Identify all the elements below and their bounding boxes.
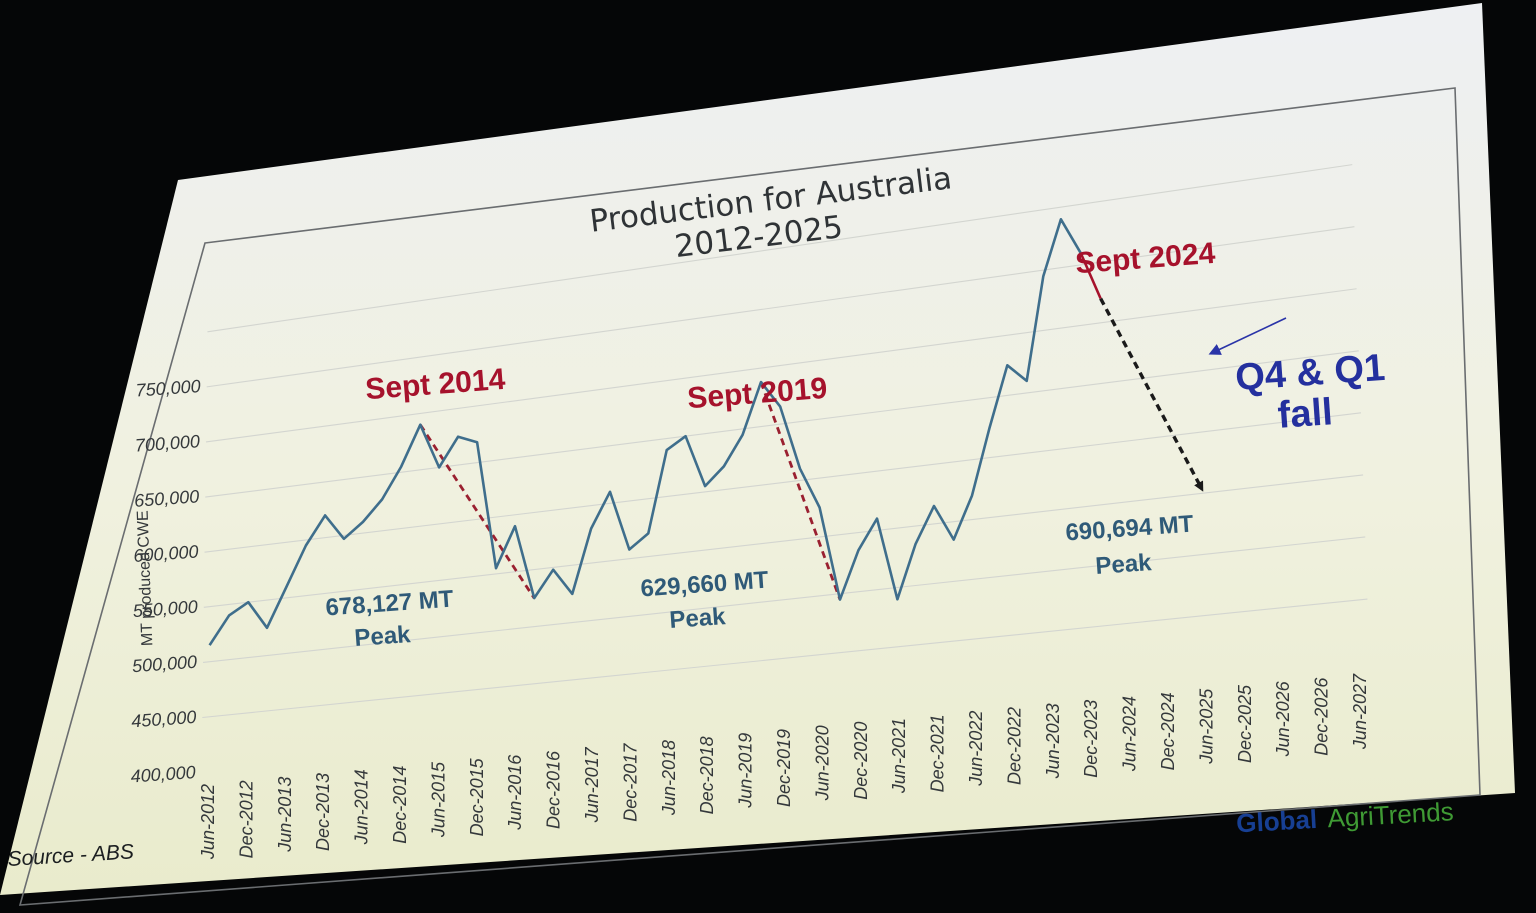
y-axis-title: MT produced CWE <box>135 510 157 646</box>
svg-text:Global AgriTrends: Global AgriTrends <box>1235 796 1454 838</box>
peak-2014-label: Peak <box>354 621 412 652</box>
x-tick-label: Dec-2015 <box>467 757 487 836</box>
gridline <box>203 536 1366 663</box>
decline-trend-line <box>419 423 536 599</box>
brand-word-agritrends: AgriTrends <box>1327 796 1455 833</box>
x-tick-label: Dec-2012 <box>236 780 256 858</box>
x-tick-label: Dec-2019 <box>774 729 794 807</box>
gridline <box>203 474 1364 608</box>
x-tick-label: Jun-2017 <box>582 746 602 823</box>
x-tick-label: Dec-2013 <box>313 773 333 851</box>
gridline <box>206 226 1355 388</box>
x-tick-label: Jun-2026 <box>1273 680 1293 757</box>
series-lines <box>208 218 1102 646</box>
x-tick-label: Dec-2020 <box>851 722 871 800</box>
gridline <box>204 412 1361 553</box>
x-tick-label: Jun-2020 <box>812 725 832 801</box>
peak-2024-label: Peak <box>1095 549 1153 580</box>
peak-2019-label: Peak <box>669 603 727 634</box>
x-tick-label: Jun-2024 <box>1120 696 1140 772</box>
brand-word-global: Global <box>1235 804 1317 838</box>
x-tick-label: Dec-2021 <box>928 714 948 792</box>
x-tick-label: Dec-2014 <box>390 766 410 844</box>
x-tick-label: Jun-2022 <box>966 711 986 787</box>
x-tick-label: Jun-2027 <box>1350 673 1370 750</box>
y-tick-label: 750,000 <box>135 376 201 400</box>
y-tick-label: 400,000 <box>130 762 196 786</box>
y-tick-label: 550,000 <box>132 597 198 621</box>
x-tick-label: Jun-2012 <box>198 784 218 860</box>
x-tick-label: Jun-2023 <box>1043 703 1063 779</box>
x-tick-label: Jun-2018 <box>659 740 679 816</box>
x-tick-label: Dec-2025 <box>1235 684 1255 763</box>
y-tick-label: 500,000 <box>131 652 197 676</box>
production-series-line <box>208 218 1082 646</box>
projection-screen <box>0 3 1515 895</box>
x-tick-label: Dec-2024 <box>1158 692 1178 770</box>
brand-logo: Global AgriTrends <box>1235 796 1454 838</box>
x-tick-label: Jun-2013 <box>275 777 295 853</box>
recent-fall-series-line <box>1079 252 1102 300</box>
y-tick-label: 600,000 <box>133 541 199 565</box>
gridline <box>202 598 1368 719</box>
y-axis-tick-labels: 400,000 450,000 500,000 550,000 600,000 650,0… <box>130 376 201 786</box>
x-tick-label: Dec-2016 <box>544 750 564 829</box>
x-tick-label: Jun-2016 <box>505 754 525 831</box>
gridline <box>205 288 1357 443</box>
y-tick-label: 450,000 <box>131 707 197 731</box>
x-tick-label: Dec-2026 <box>1312 677 1332 756</box>
x-axis-tick-labels: Jun-2012 Dec-2012 Jun-2013 Dec-2013 Jun-2014… <box>198 673 1370 860</box>
fall-pointer-arrow-icon <box>1208 317 1287 355</box>
x-tick-label: Dec-2022 <box>1004 707 1024 785</box>
x-tick-label: Dec-2018 <box>697 736 717 814</box>
fall-annotation-line1: Q4 & Q1 <box>1234 347 1387 399</box>
x-tick-label: Jun-2025 <box>1196 688 1216 765</box>
y-tick-label: 700,000 <box>134 431 200 455</box>
x-tick-label: Jun-2021 <box>889 718 909 794</box>
trend-lines <box>419 297 1204 601</box>
plot-frame <box>18 87 1481 906</box>
x-tick-label: Jun-2019 <box>736 733 756 809</box>
gridline <box>207 164 1353 333</box>
x-tick-label: Dec-2023 <box>1081 700 1101 778</box>
fall-annotation-line2: fall <box>1276 391 1334 437</box>
decline-trend-line <box>759 381 842 601</box>
x-tick-label: Dec-2017 <box>620 743 640 822</box>
x-tick-label: Jun-2015 <box>428 761 448 838</box>
x-tick-label: Jun-2014 <box>352 769 372 845</box>
y-tick-label: 650,000 <box>134 486 200 510</box>
